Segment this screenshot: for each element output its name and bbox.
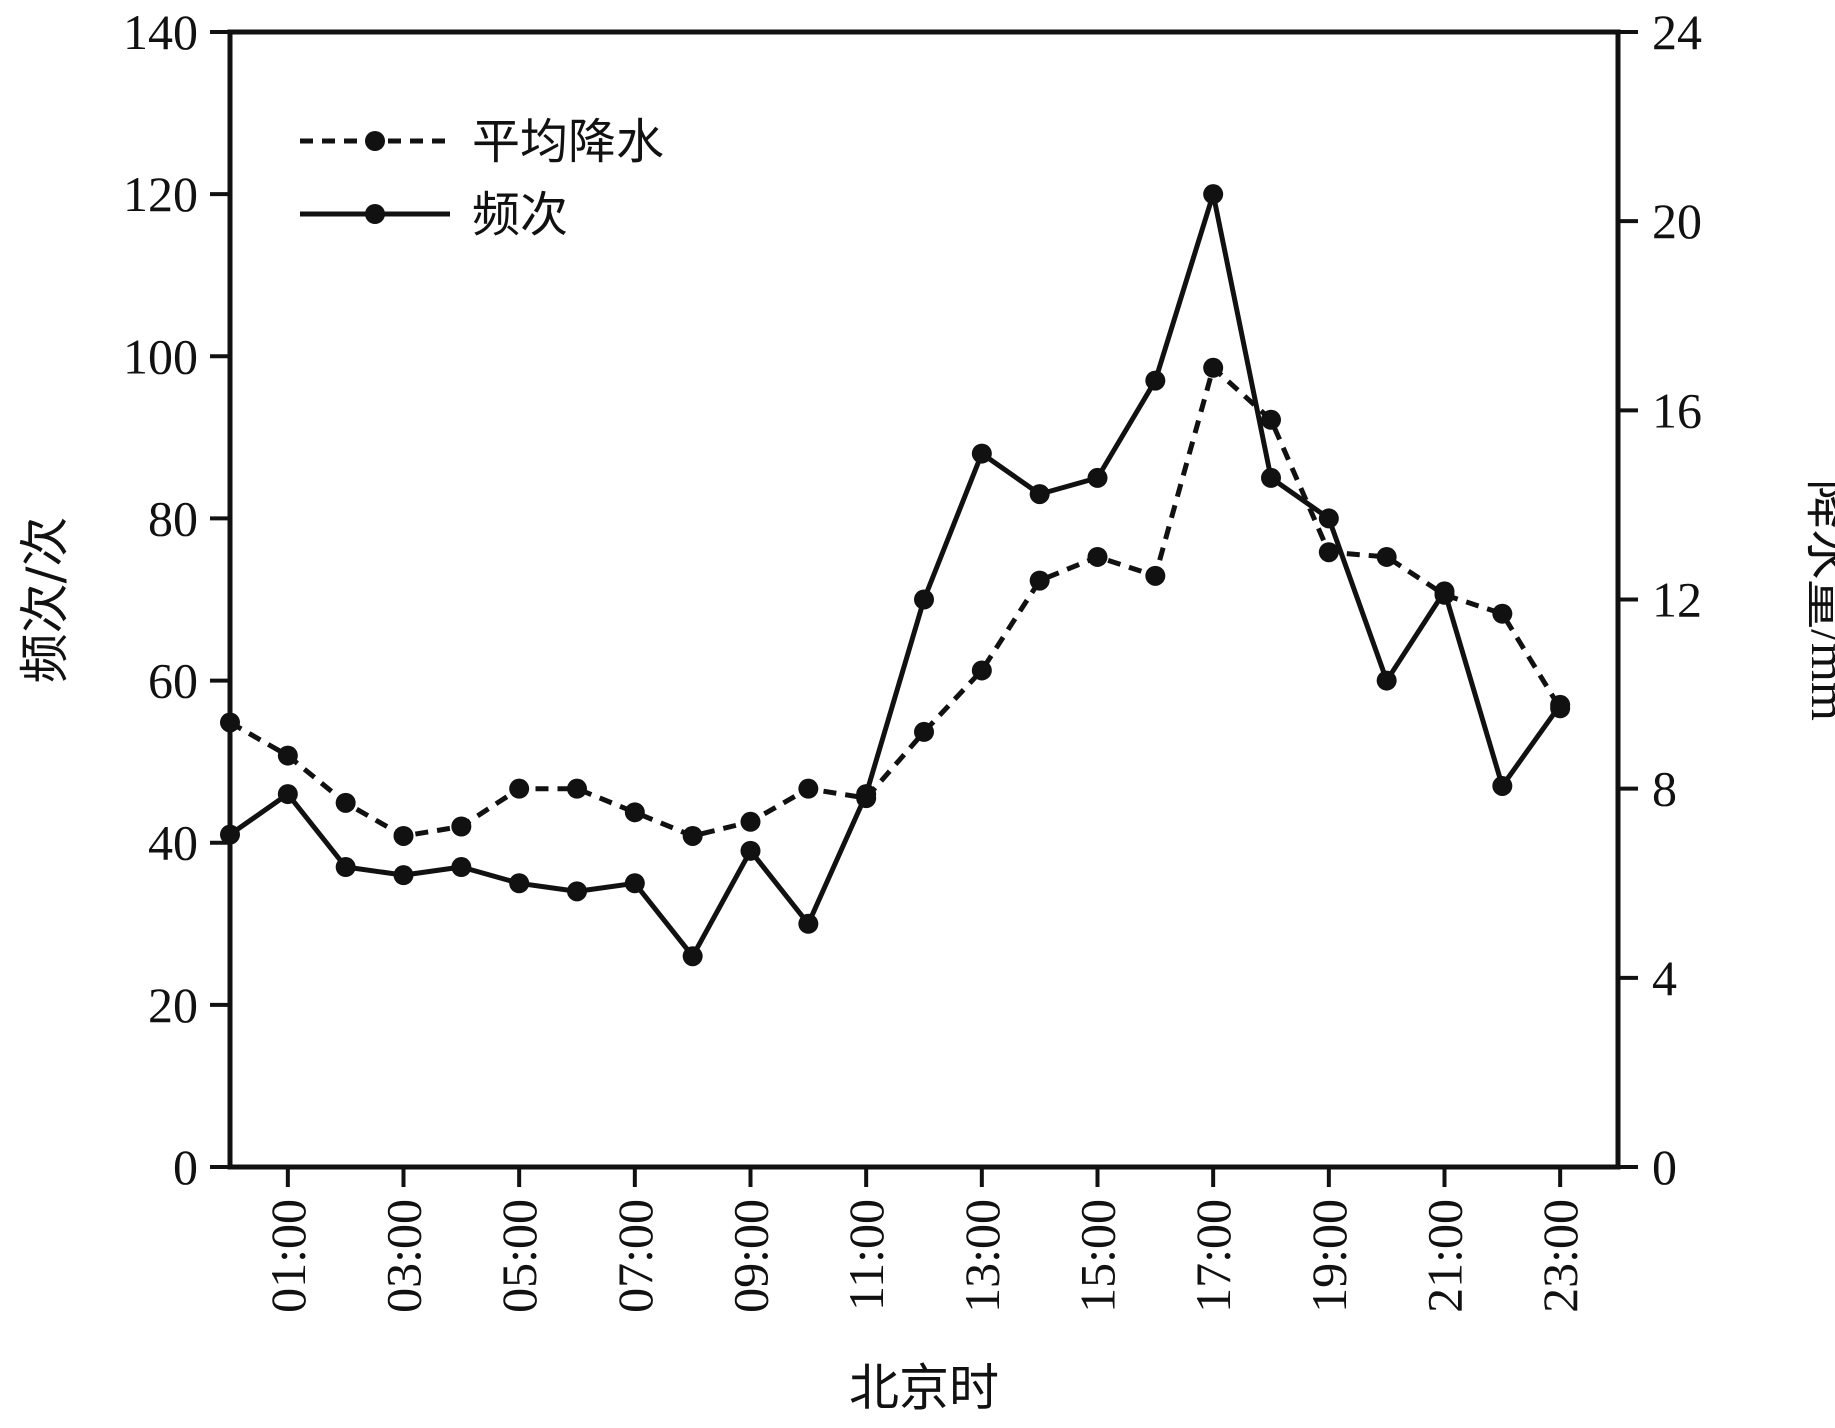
x-tick-label: 07:00 [607,1199,663,1313]
right-tick-label: 4 [1652,950,1677,1006]
left-tick-label: 60 [148,653,198,709]
legend: 平均降水 频次 [300,114,664,243]
right-axis-title: 降水量/mm [1800,479,1835,721]
left-axis-title: 频次/次 [16,517,74,684]
precipitation-point [1029,570,1050,591]
frequency-point [856,784,877,805]
left-tick-label: 40 [148,815,198,871]
precipitation-point [1145,565,1166,586]
precipitation-point [1261,409,1281,430]
frequency-point [1203,184,1224,205]
frequency-point [624,873,645,894]
precipitation-point [393,825,414,846]
frequency-point [1145,370,1166,391]
x-tick-label: 13:00 [954,1199,1010,1313]
precipitation-point [567,778,587,799]
precipitation-point [682,825,703,846]
x-tick-label: 01:00 [260,1199,316,1313]
frequency-point [509,873,530,894]
frequency-point [971,443,992,464]
precipitation-point [451,816,472,837]
frequency-point [451,857,472,878]
precipitation-point [1203,357,1224,378]
x-tick-label: 11:00 [838,1199,894,1311]
plot-frame [227,29,1621,1170]
right-axis-title-unit: /mm [1801,629,1835,721]
legend-marker-precipitation [365,131,385,151]
precipitation-point [914,721,934,742]
x-axis-ticks: 01:00 03:00 05:00 07:00 09:00 11:00 13:00 15:00… [260,1167,1588,1313]
x-tick-label: 05:00 [491,1199,547,1313]
frequency-point [1029,484,1050,505]
left-axis-ticks: 0 20 40 60 80 100 120 140 [123,4,230,1195]
right-tick-label: 20 [1652,193,1702,249]
frequency-point [1492,775,1513,796]
x-tick-label: 03:00 [376,1199,432,1313]
right-tick-label: 8 [1652,761,1677,817]
right-tick-label: 16 [1652,382,1702,438]
right-tick-label: 24 [1652,4,1702,60]
right-axis-ticks: 0 4 8 12 16 20 24 [1618,4,1702,1195]
frequency-point [1261,467,1281,488]
x-tick-label: 15:00 [1070,1199,1126,1313]
precipitation-point [1087,546,1108,567]
precipitation-point [335,792,356,813]
frequency-point [1318,508,1339,529]
precipitation-point [1492,603,1513,624]
left-tick-label: 140 [123,4,198,60]
left-tick-label: 100 [123,328,198,384]
precipitation-point [798,778,819,799]
left-tick-label: 120 [123,166,198,222]
precipitation-point [971,660,992,681]
left-tick-label: 80 [148,490,198,546]
precipitation-point [1376,546,1397,567]
frequency-point [1434,581,1455,602]
series-layer [220,184,1571,967]
frequency-point [277,784,298,805]
x-tick-label: 17:00 [1185,1199,1241,1313]
x-tick-label: 23:00 [1532,1199,1588,1313]
precipitation-point [509,778,530,799]
legend-label-frequency: 频次 [472,187,568,243]
x-axis-title: 北京时 [849,1359,999,1417]
frequency-point [914,589,934,610]
frequency-point [682,946,703,967]
frequency-point [567,881,587,902]
precipitation-point [1318,542,1339,563]
x-tick-label: 09:00 [723,1199,779,1313]
right-axis-title-cn: 降水量 [1800,479,1835,629]
legend-label-precipitation: 平均降水 [472,114,664,170]
right-tick-label: 12 [1652,572,1702,628]
frequency-point [740,840,761,861]
precipitation-point [277,745,298,766]
frequency-point [1550,694,1571,715]
precipitation-point [624,802,645,823]
frequency-point [393,865,414,886]
legend-marker-frequency [365,204,385,224]
frequency-point [798,913,819,934]
left-tick-label: 20 [148,977,198,1033]
right-tick-label: 0 [1652,1139,1677,1195]
x-tick-label: 19:00 [1301,1199,1357,1313]
frequency-point [1376,670,1397,691]
frequency-line [228,191,1563,959]
frequency-point [335,857,356,878]
left-tick-label: 0 [173,1139,198,1195]
x-tick-label: 21:00 [1417,1199,1473,1313]
frequency-point [1087,467,1108,488]
precipitation-point [740,811,761,832]
